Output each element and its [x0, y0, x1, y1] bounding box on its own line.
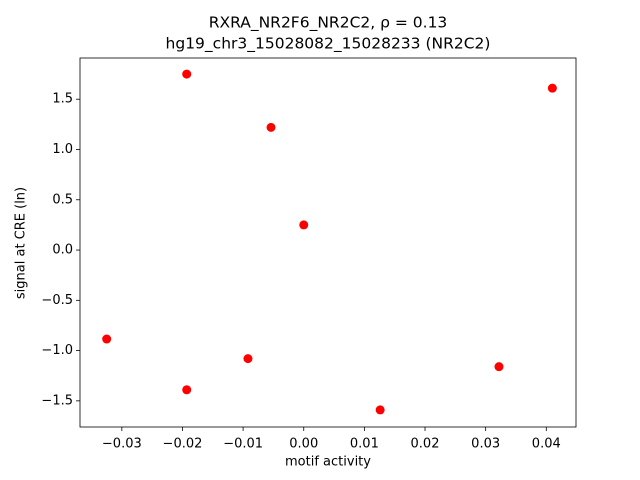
point: [182, 69, 192, 79]
y-tick-label: 0.0: [52, 243, 73, 258]
x-axis-label: motif activity: [285, 455, 371, 470]
x-tick-label: 0.00: [289, 437, 318, 452]
point: [299, 220, 309, 230]
x-tick-label: −0.02: [163, 437, 203, 452]
chart-subtitle: hg19_chr3_15028082_15028233 (NR2C2): [166, 35, 491, 54]
y-tick-label: 0.5: [52, 192, 73, 207]
x-tick-label: 0.01: [350, 437, 379, 452]
x-tick-label: 0.02: [411, 437, 440, 452]
point: [243, 354, 253, 364]
y-tick-label: −1.0: [41, 343, 73, 358]
y-tick-label: 1.0: [52, 142, 73, 157]
x-tick-label: −0.01: [223, 437, 263, 452]
x-tick-label: 0.03: [471, 437, 500, 452]
point: [266, 122, 276, 132]
y-axis-label: signal at CRE (ln): [14, 187, 29, 299]
plot-frame: [79, 57, 577, 428]
y-tick-label: −0.5: [41, 293, 73, 308]
chart-title: RXRA_NR2F6_NR2C2, ρ = 0.13: [209, 14, 448, 33]
point: [102, 334, 112, 344]
point: [182, 385, 192, 395]
point: [375, 405, 385, 415]
x-tick-label: 0.04: [532, 437, 561, 452]
x-tick-label: −0.03: [102, 437, 142, 452]
y-tick-label: −1.5: [41, 393, 73, 408]
point: [494, 362, 504, 372]
y-tick-label: 1.5: [52, 92, 73, 107]
point: [547, 83, 557, 93]
